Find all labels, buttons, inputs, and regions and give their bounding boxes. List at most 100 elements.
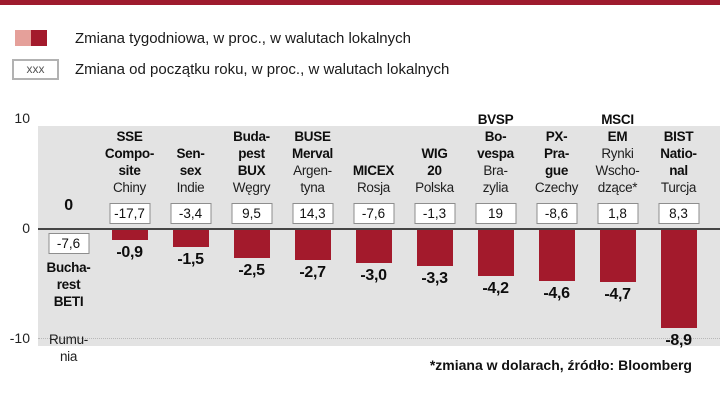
column-bvsp-bovespa: BVSP Bo-vespa Bra-zylia 19 -4,2	[465, 0, 526, 406]
weekly-bar	[172, 230, 209, 247]
column-header: Sen-sex Indie	[155, 145, 226, 196]
column-header: MICEX Rosja	[338, 162, 409, 196]
index-name-line: 20	[427, 163, 442, 178]
legend: Zmiana tygodniowa, w proc., w walutach l…	[12, 27, 449, 89]
country-name: Węgry	[216, 179, 287, 196]
index-name-line: EM	[607, 129, 628, 144]
index-name-line: pest	[238, 146, 265, 161]
index-name: WIG 20	[399, 145, 470, 179]
country-name: Polska	[399, 179, 470, 196]
column-header: PX- Pra-gue Czechy	[521, 128, 592, 196]
index-name: PX- Pra-gue	[521, 128, 592, 179]
column-bucharest-beti: Bucha-rest BETI Rumu-nia -7,6 0	[38, 0, 99, 406]
y-tick-0: 0	[22, 220, 30, 236]
column-header: WIG 20 Polska	[399, 145, 470, 196]
index-name-line: Bucha-	[46, 260, 91, 275]
country-name-line: Bra-	[483, 163, 508, 178]
country-name-line: Czechy	[534, 180, 579, 195]
weekly-value: -2,5	[238, 262, 265, 279]
country-name: Argen-tyna	[277, 162, 348, 196]
index-name-line: site	[118, 163, 141, 178]
y-tick-10: 10	[14, 110, 30, 126]
weekly-swatch-icon	[15, 30, 47, 46]
country-name: Rynki Wscho-dzące*	[582, 145, 653, 196]
index-name-line: PX-	[545, 129, 568, 144]
weekly-value: 0	[64, 197, 73, 214]
weekly-value: -1,5	[177, 251, 204, 268]
ytd-value: -7,6	[48, 233, 89, 254]
weekly-bar	[355, 230, 392, 263]
country-name-line: Indie	[176, 180, 205, 195]
index-name: Bucha-rest BETI	[33, 259, 104, 310]
index-name-line: BUX	[237, 163, 266, 178]
country-name-line: Węgry	[232, 180, 271, 195]
index-name-line: Pra-	[543, 146, 570, 161]
index-name: BVSP Bo-vespa	[460, 111, 531, 162]
column-header: Buda-pest BUX Węgry	[216, 128, 287, 196]
column-header: BUSE Merval Argen-tyna	[277, 128, 348, 196]
index-name-line: sex	[179, 163, 202, 178]
country-name-line: Argen-	[293, 163, 332, 178]
footnote: *zmiana w dolarach, źródło: Bloomberg	[429, 357, 692, 373]
legend-ytd: xxx Zmiana od początku roku, w proc., w …	[12, 58, 449, 80]
index-name-line: SSE	[116, 129, 143, 144]
index-name-line: MSCI	[601, 112, 634, 127]
weekly-bar	[294, 230, 331, 260]
country-name-line: Turcja	[660, 180, 697, 195]
weekly-value: -2,7	[299, 264, 326, 281]
country-name-line: Rumu-	[48, 332, 88, 347]
ytd-value: 8,3	[658, 203, 699, 224]
column-header: SSE Compo-site Chiny	[94, 128, 165, 196]
country-name: Rumu-nia	[33, 331, 104, 365]
country-name-line: zylia	[482, 180, 509, 195]
ytd-value: -7,6	[353, 203, 394, 224]
index-name: BIST Natio-nal	[643, 128, 714, 179]
index-name: MICEX	[338, 162, 409, 179]
index-name-line: BVSP	[477, 112, 514, 127]
weekly-value: -3,3	[421, 270, 448, 287]
index-name: Sen-sex	[155, 145, 226, 179]
weekly-bar	[599, 230, 636, 282]
index-name-line: Sen-	[176, 146, 205, 161]
weekly-value: -3,0	[360, 267, 387, 284]
column-header: MSCI EM Rynki Wscho-dzące*	[582, 111, 653, 196]
country-name: Turcja	[643, 179, 714, 196]
index-name-line: BUSE	[294, 129, 331, 144]
legend-weekly-label: Zmiana tygodniowa, w proc., w walutach l…	[75, 29, 411, 47]
index-name-line: nal	[669, 163, 688, 178]
column-header: Bucha-rest BETI Rumu-nia	[33, 259, 104, 365]
weekly-value: -4,6	[543, 285, 570, 302]
index-name-line: Merval	[292, 146, 333, 161]
weekly-value: -0,9	[116, 244, 143, 261]
index-name: MSCI EM	[582, 111, 653, 145]
index-name: BUSE Merval	[277, 128, 348, 162]
country-name: Rosja	[338, 179, 409, 196]
ytd-box-icon: xxx	[12, 58, 59, 80]
index-name: Buda-pest BUX	[216, 128, 287, 179]
y-tick-minus10: -10	[9, 330, 30, 346]
columns: Bucha-rest BETI Rumu-nia -7,6 0 SSE Compo-site…	[38, 0, 709, 406]
weekly-value: -8,9	[665, 332, 692, 349]
country-name-line: Rosja	[356, 180, 390, 195]
index-name-line: WIG	[421, 146, 448, 161]
country-name: Bra-zylia	[460, 162, 531, 196]
weekly-value: -4,7	[604, 286, 631, 303]
country-name-line: nia	[59, 349, 78, 364]
column-px-prague: PX- Pra-gue Czechy -8,6 -4,6	[526, 0, 587, 406]
country-name-line: Chiny	[112, 180, 146, 195]
ytd-value: -17,7	[109, 203, 150, 224]
index-name: SSE Compo-site	[94, 128, 165, 179]
column-buse-merval: BUSE Merval Argen-tyna 14,3 -2,7	[282, 0, 343, 406]
weekly-bar	[660, 230, 697, 328]
country-name: Chiny	[94, 179, 165, 196]
column-bist-national: BIST Natio-nal Turcja 8,3 -8,9	[648, 0, 709, 406]
country-name-line: Rynki	[601, 146, 634, 161]
country-name-line: Polska	[415, 180, 454, 195]
index-name-line: MICEX	[352, 163, 395, 178]
ytd-value: -8,6	[536, 203, 577, 224]
column-sse-composite: SSE Compo-site Chiny -17,7 -0,9	[99, 0, 160, 406]
weekly-value: -4,2	[482, 280, 509, 297]
ytd-value: 9,5	[231, 203, 272, 224]
column-header: BIST Natio-nal Turcja	[643, 128, 714, 196]
